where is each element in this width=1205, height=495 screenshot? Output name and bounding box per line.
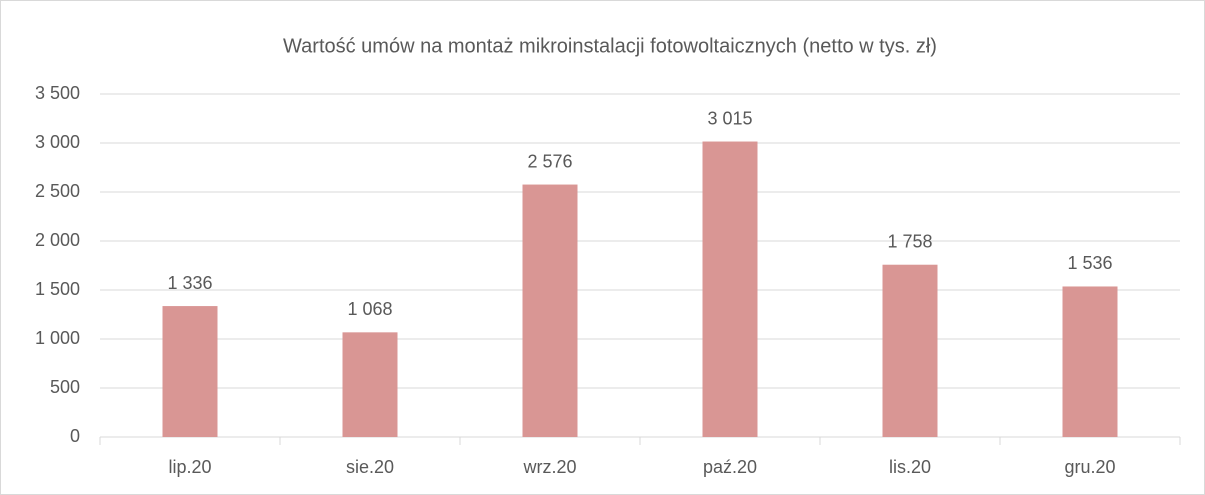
y-tick-label: 1 500 xyxy=(35,279,80,299)
chart-title: Wartość umów na montaż mikroinstalacji f… xyxy=(283,35,937,57)
data-label: 1 336 xyxy=(167,273,212,293)
bar xyxy=(1062,286,1118,437)
x-tick-label: lip.20 xyxy=(168,457,211,477)
x-tick-label: paź.20 xyxy=(703,457,757,477)
y-tick-label: 1 000 xyxy=(35,328,80,348)
data-label: 1 068 xyxy=(347,299,392,319)
bar xyxy=(162,306,218,437)
y-tick-label: 2 000 xyxy=(35,230,80,250)
x-tick-label: gru.20 xyxy=(1064,457,1115,477)
data-label: 1 758 xyxy=(887,231,932,251)
x-tick-label: lis.20 xyxy=(889,457,931,477)
data-label: 2 576 xyxy=(527,151,572,171)
bar xyxy=(342,332,398,437)
x-tick-label: sie.20 xyxy=(346,457,394,477)
y-tick-label: 2 500 xyxy=(35,181,80,201)
data-label: 1 536 xyxy=(1067,253,1112,273)
x-tick-label: wrz.20 xyxy=(522,457,576,477)
bar xyxy=(522,184,578,437)
bar xyxy=(702,141,758,437)
y-tick-label: 500 xyxy=(50,377,80,397)
bar xyxy=(882,264,938,437)
y-tick-label: 3 000 xyxy=(35,132,80,152)
y-tick-label: 0 xyxy=(70,426,80,446)
data-label: 3 015 xyxy=(707,108,752,128)
y-tick-label: 3 500 xyxy=(35,83,80,103)
